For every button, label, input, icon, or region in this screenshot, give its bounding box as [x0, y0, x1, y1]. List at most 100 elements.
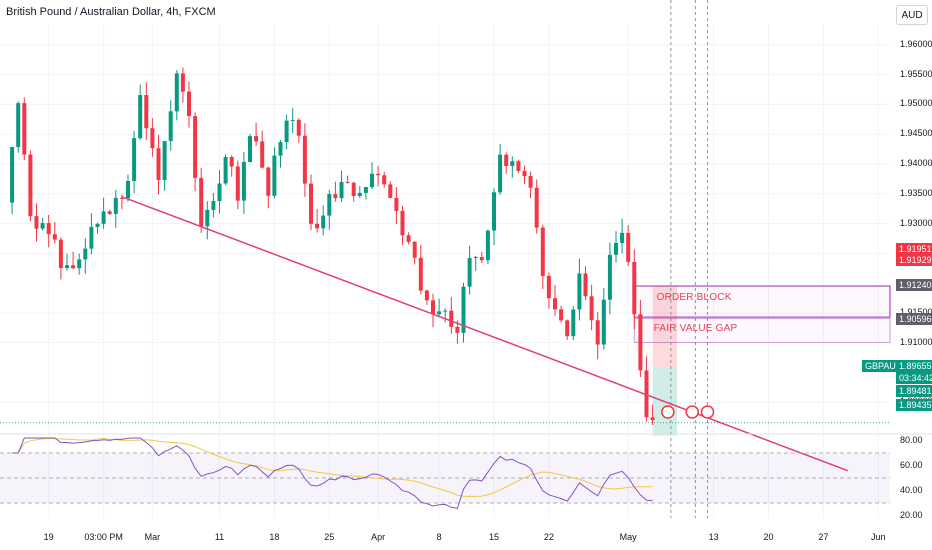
candle-body — [58, 239, 63, 269]
candle-body — [309, 183, 313, 224]
candle-body — [10, 146, 15, 203]
candle-body — [540, 227, 545, 276]
fair-value-gap-zone — [633, 318, 891, 343]
candle-body — [34, 216, 39, 229]
candle-body — [95, 223, 100, 227]
price-tick-label: 1.94500 — [900, 128, 932, 139]
price-label: 1.89655 — [896, 360, 932, 372]
candle-body — [193, 116, 198, 178]
candle-body — [492, 192, 496, 231]
candle-body — [485, 230, 490, 261]
fair-value-gap-label: FAIR VALUE GAP — [653, 322, 738, 334]
candle-body — [223, 156, 228, 184]
chart-title: British Pound / Australian Dollar, 4h, F… — [6, 6, 216, 18]
candle-body — [40, 223, 45, 229]
price-tick-label: 1.96000 — [900, 38, 932, 49]
candle-body — [601, 299, 606, 345]
candle-body — [620, 232, 625, 244]
candle-body — [644, 370, 649, 418]
time-tick-label: 18 — [269, 532, 280, 542]
rsi-tick-label: 80.00 — [900, 434, 923, 445]
candle-body — [241, 161, 246, 201]
candle-body — [638, 314, 643, 371]
candle-body — [370, 173, 374, 188]
candle-body — [614, 243, 618, 255]
price-label: 1.89435 — [896, 399, 932, 411]
price-label: 1.90596 — [896, 313, 932, 325]
candle-body — [22, 103, 27, 155]
candle-body — [205, 209, 210, 227]
time-tick-label: 15 — [488, 532, 500, 542]
candle-body — [302, 135, 307, 184]
time-tick-label: 13 — [708, 532, 719, 542]
candle-body — [406, 235, 411, 242]
candle-body — [412, 241, 417, 258]
candle-body — [89, 226, 94, 249]
candle-body — [595, 320, 600, 345]
time-tick-label: Apr — [371, 532, 386, 542]
candle-body — [589, 296, 594, 321]
candle-body — [254, 136, 259, 142]
candle-body — [260, 141, 265, 168]
candle-body — [321, 215, 326, 229]
candle-body — [278, 142, 283, 156]
event-icon-uk — [685, 405, 699, 419]
price-label: GBPAUD — [862, 360, 906, 372]
candle-body — [559, 309, 564, 321]
time-tick-label: 03:00 PM — [84, 532, 123, 542]
candle-body — [138, 95, 143, 139]
rsi-moving-average — [12, 437, 653, 497]
candle-body — [119, 197, 124, 199]
candle-body — [168, 111, 173, 142]
candle-body — [248, 136, 252, 162]
candle-body — [126, 180, 130, 199]
candle-body — [28, 154, 33, 217]
candle-body — [504, 154, 509, 166]
candle-body — [571, 309, 576, 337]
price-label: 1.89481 — [896, 385, 932, 397]
candle-body — [467, 258, 472, 287]
candle-body — [351, 182, 356, 196]
candle-body — [431, 300, 435, 315]
price-tick-label: 1.93000 — [900, 217, 932, 228]
price-tick-label: 1.91000 — [900, 336, 932, 347]
candle-body — [83, 248, 88, 260]
candle-body — [71, 265, 76, 269]
candle-body — [174, 73, 179, 112]
candle-body — [632, 261, 637, 315]
candle-body — [357, 192, 362, 196]
currency-button[interactable]: AUD — [896, 5, 928, 25]
candle-body — [479, 256, 484, 261]
price-tick-label: 1.94000 — [900, 157, 932, 168]
time-tick-label: 8 — [436, 532, 442, 542]
candle-body — [235, 166, 240, 201]
candle-body — [327, 194, 332, 216]
candle-body — [498, 154, 503, 193]
candle-body — [546, 275, 551, 299]
candle-body — [461, 286, 466, 333]
candle-body — [217, 183, 222, 202]
candle-body — [510, 161, 515, 166]
candle-body — [553, 298, 557, 310]
countdown-label: 03:34:42 — [896, 372, 932, 384]
candle-body — [626, 232, 631, 262]
candle-body — [437, 311, 442, 315]
time-tick-label: Jun — [871, 532, 886, 542]
candle-body — [77, 259, 82, 269]
candle-body — [65, 265, 69, 269]
candle-body — [376, 173, 381, 176]
candle-body — [187, 91, 191, 117]
candle-body — [180, 73, 185, 92]
time-tick-label: Mar — [144, 532, 161, 542]
time-tick-label: 19 — [43, 532, 54, 542]
candle-body — [333, 194, 338, 199]
candle-body — [443, 310, 448, 312]
order-block-zone — [633, 285, 891, 318]
candle-body — [382, 175, 387, 185]
candle-body — [607, 254, 612, 300]
candle-body — [132, 138, 137, 181]
candle-body — [455, 326, 460, 333]
time-tick-label: 22 — [543, 532, 554, 542]
rsi-tick-label: 60.00 — [900, 459, 923, 470]
